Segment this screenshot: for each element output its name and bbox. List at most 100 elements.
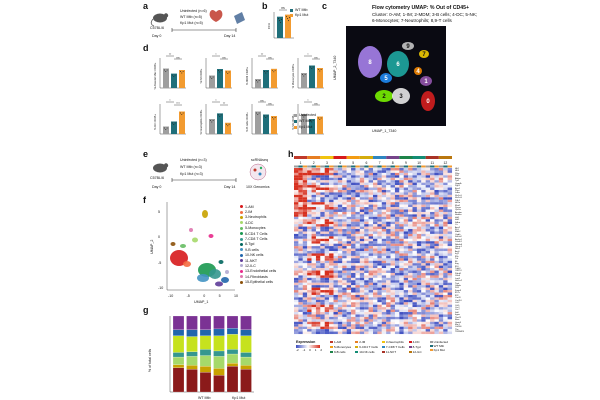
h-cell xyxy=(408,175,413,178)
h-cell xyxy=(311,224,316,227)
h-cell xyxy=(430,243,435,247)
b-point xyxy=(288,20,289,22)
h-cell xyxy=(294,172,299,176)
h-cell xyxy=(355,231,360,234)
h-cell xyxy=(447,246,453,249)
h-cell xyxy=(434,321,439,325)
h-cell xyxy=(342,309,347,313)
h-cell xyxy=(373,309,378,313)
h-cell xyxy=(359,292,365,295)
h-cell xyxy=(311,182,316,186)
scrna-umap-plot xyxy=(165,200,237,292)
h-cell xyxy=(311,280,316,283)
h-cell xyxy=(386,182,391,186)
g-segment-9-b-cells xyxy=(213,335,225,352)
h-cell xyxy=(447,168,453,171)
umap-cluster-label-2: 2 xyxy=(382,94,386,100)
h-cell xyxy=(416,199,422,203)
d-point xyxy=(181,72,183,74)
h-cell xyxy=(447,189,453,193)
h-cell xyxy=(342,329,347,332)
h-cell xyxy=(443,309,448,313)
h-condition-bar xyxy=(408,165,413,168)
h-cell xyxy=(416,324,422,327)
h-cell xyxy=(447,290,453,293)
h-cell xyxy=(298,221,303,225)
h-cell xyxy=(447,285,453,288)
h-cell xyxy=(329,199,334,203)
h-cell xyxy=(430,207,435,210)
h-cell xyxy=(381,255,387,259)
h-cell xyxy=(346,316,352,320)
h-cell xyxy=(298,233,303,237)
h-cell xyxy=(359,226,365,230)
h-cell xyxy=(302,236,308,239)
h-cell xyxy=(324,326,330,330)
h-cell xyxy=(346,277,352,281)
h-cell xyxy=(443,248,448,252)
h-cell xyxy=(377,312,382,315)
h-cell xyxy=(381,175,387,178)
h-cell xyxy=(311,287,316,291)
h-condition-bar xyxy=(329,165,334,168)
h-cell xyxy=(430,238,435,242)
day-start-label: Day 0 xyxy=(152,185,162,189)
h-cell xyxy=(315,309,321,313)
h-cell xyxy=(368,263,374,266)
h-cell xyxy=(337,263,343,266)
h-cell xyxy=(359,299,365,303)
h-cell xyxy=(324,272,330,276)
h-cell xyxy=(355,294,360,298)
group-uninfected: Uninfected (n=3) xyxy=(180,158,207,162)
h-cell xyxy=(333,265,338,269)
h-cell xyxy=(298,238,303,242)
f-legend-item: 15-Epithelial cells xyxy=(240,279,276,284)
h-cell xyxy=(351,182,356,186)
h-cell xyxy=(311,204,316,208)
h-cell xyxy=(408,326,413,330)
h-cell xyxy=(412,280,417,283)
h-cell xyxy=(386,260,391,264)
h-cell xyxy=(364,272,369,276)
d-point xyxy=(320,69,322,70)
h-cell xyxy=(342,204,347,208)
h-cell xyxy=(351,229,356,232)
d-point xyxy=(311,121,313,123)
d-point xyxy=(265,117,267,118)
h-cell xyxy=(333,209,338,212)
h-cell xyxy=(447,331,453,335)
h-cell xyxy=(447,199,453,203)
h-cell xyxy=(359,290,365,293)
h-cell xyxy=(359,316,365,320)
h-cell xyxy=(386,209,391,212)
d-point xyxy=(304,74,306,75)
h-cell xyxy=(447,326,453,330)
h-cell xyxy=(434,285,439,288)
h-condition-bar xyxy=(421,165,426,168)
h-cell xyxy=(399,168,404,171)
h-cell xyxy=(320,304,325,308)
h-cell xyxy=(368,299,374,303)
h-condition-legend-item: Kp1 Mut xyxy=(429,348,448,352)
h-cell xyxy=(425,233,431,237)
h-cell xyxy=(399,294,404,298)
h-cell xyxy=(434,168,439,171)
h-cell xyxy=(386,270,391,274)
h-cell xyxy=(351,197,356,200)
b-ylabel: CFU xyxy=(267,23,271,29)
h-cell xyxy=(329,236,334,239)
h-cell xyxy=(351,309,356,313)
h-cell xyxy=(311,307,316,310)
h-cell xyxy=(320,302,325,305)
h-cell xyxy=(315,214,321,217)
h-cell xyxy=(408,321,413,325)
h-cell xyxy=(333,241,338,244)
h-cell xyxy=(408,258,413,261)
h-cell xyxy=(425,197,431,200)
h-cell xyxy=(447,260,453,264)
h-cell xyxy=(416,253,422,256)
h-cell xyxy=(386,304,391,308)
h-cell xyxy=(320,204,325,208)
stack-ylabel: % of total cells xyxy=(148,348,152,372)
h-cell xyxy=(368,168,374,171)
